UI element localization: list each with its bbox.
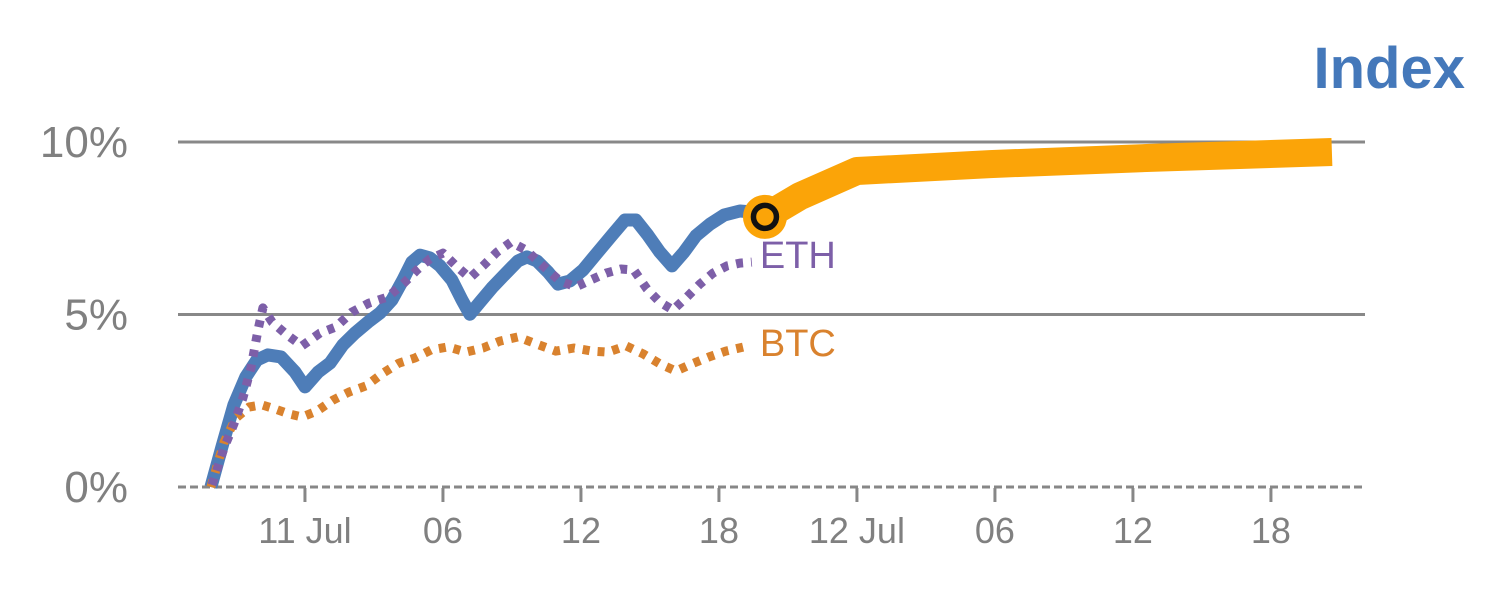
y-tick-label-0: 0% (64, 463, 128, 512)
marker-layer (742, 194, 787, 239)
x-tick-label-0: 11 Jul (258, 510, 351, 551)
x-axis-layer: 11 Jul 06 12 18 12 Jul 06 12 18 0% 5% 10% (40, 118, 1365, 551)
chart-title: Index (1314, 36, 1466, 101)
x-tick-label-4: 12 Jul (809, 510, 905, 551)
x-tick-label-3: 18 (699, 510, 739, 551)
y-tick-label-1: 5% (64, 291, 128, 340)
x-tick-label-6: 12 (1113, 510, 1153, 551)
endpoint-marker-ring (750, 202, 780, 232)
endpoint-marker-disk (742, 194, 787, 239)
btc-line (206, 332, 746, 489)
x-tick-label-7: 18 (1251, 510, 1291, 551)
eth-line (207, 237, 753, 487)
eth-label: ETH (760, 235, 836, 277)
series-layer (204, 138, 1333, 489)
y-tick-label-2: 10% (40, 118, 128, 167)
btc-label: BTC (760, 323, 836, 365)
labels-layer: BTC ETH (760, 235, 836, 365)
x-tick-label-2: 12 (561, 510, 601, 551)
x-tick-label-5: 06 (975, 510, 1015, 551)
x-tick-label-1: 06 (423, 510, 463, 551)
index-history-line (204, 204, 768, 489)
index-forecast-line (757, 138, 1333, 229)
